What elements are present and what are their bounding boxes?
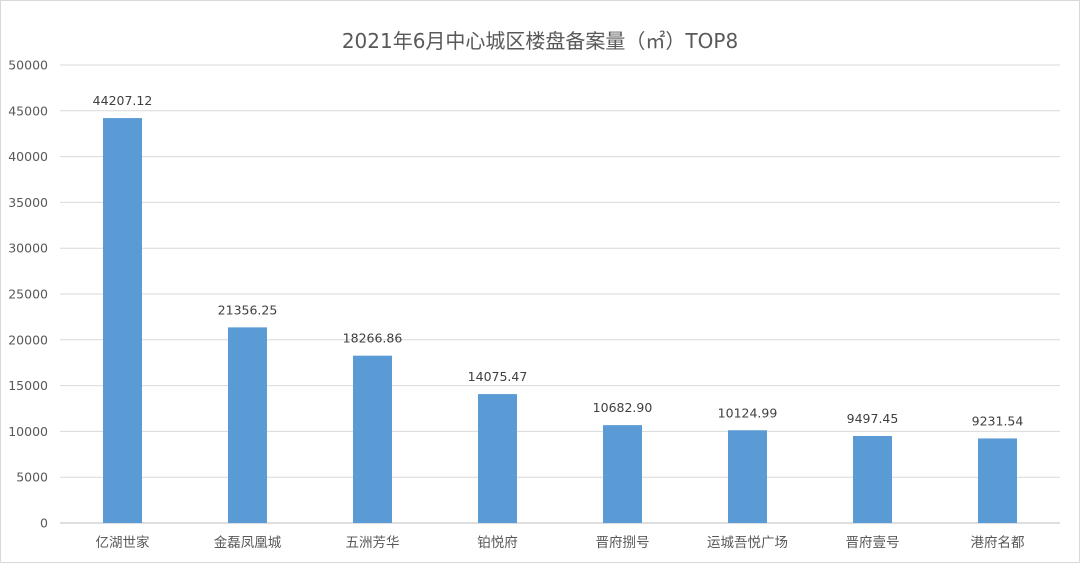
- y-tick-label: 0: [40, 516, 48, 531]
- y-tick-label: 30000: [8, 241, 48, 256]
- data-labels: 44207.12 21356.25 18266.86 14075.47 10682.90…: [93, 93, 1024, 428]
- y-tick-label: 25000: [8, 287, 48, 302]
- category-label: 港府名都: [971, 535, 1025, 551]
- bar-6: [853, 436, 892, 523]
- bar-7: [978, 438, 1017, 523]
- y-tick-label: 15000: [8, 378, 48, 393]
- bars: [103, 118, 1017, 524]
- data-label: 18266.86: [343, 331, 403, 346]
- category-label: 亿湖世家: [96, 534, 150, 551]
- y-tick-label: 50000: [8, 58, 48, 73]
- gridlines: [60, 64, 1060, 524]
- y-axis-ticks: 0 5000 10000 15000 20000 25000 30000 35000 40000…: [8, 58, 48, 531]
- bar-4: [603, 425, 642, 523]
- y-tick-label: 45000: [8, 103, 48, 118]
- bar-0: [103, 118, 142, 524]
- bar-1: [228, 327, 267, 523]
- y-tick-label: 20000: [8, 332, 48, 347]
- y-tick-label: 35000: [8, 195, 48, 210]
- data-label: 44207.12: [93, 93, 153, 108]
- bar-2: [353, 355, 392, 523]
- bar-5: [728, 430, 767, 523]
- data-label: 21356.25: [218, 302, 278, 317]
- bar-3: [478, 394, 517, 523]
- y-tick-label: 5000: [16, 470, 48, 485]
- data-label: 14075.47: [468, 369, 528, 384]
- data-label: 10682.90: [593, 400, 653, 415]
- data-label: 9497.45: [847, 411, 899, 426]
- category-label: 五洲芳华: [346, 535, 400, 551]
- x-axis-categories: 亿湖世家 金磊凤凰城 五洲芳华 铂悦府 晋府捌号 运城吾悦广场 晋府壹号 港府名都: [96, 534, 1025, 551]
- category-label: 铂悦府: [477, 535, 518, 551]
- y-tick-label: 10000: [8, 424, 48, 439]
- category-label: 金磊凤凰城: [214, 535, 282, 551]
- y-tick-label: 40000: [8, 149, 48, 164]
- data-label: 9231.54: [972, 413, 1024, 428]
- category-label: 晋府壹号: [846, 535, 900, 551]
- category-label: 晋府捌号: [596, 535, 650, 551]
- chart-title: 2021年6月中心城区楼盘备案量（㎡）TOP8: [342, 29, 738, 53]
- category-label: 运城吾悦广场: [707, 535, 788, 551]
- data-label: 10124.99: [718, 405, 778, 420]
